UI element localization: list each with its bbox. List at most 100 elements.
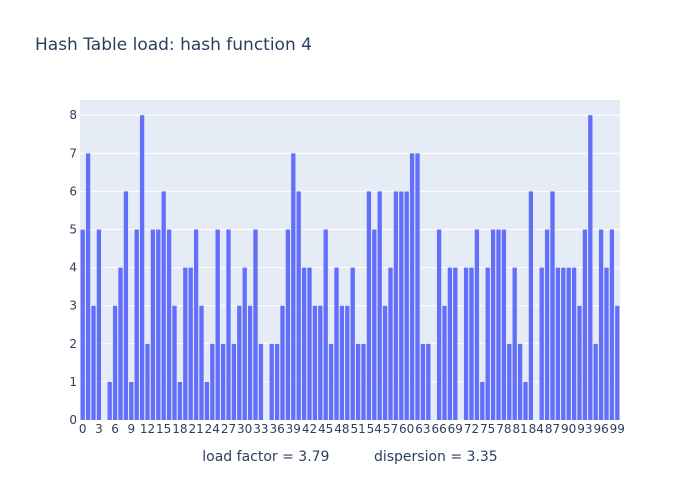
bar: [161, 191, 166, 420]
x-tick-label: 36: [269, 422, 284, 436]
bar: [139, 115, 145, 420]
bar: [404, 191, 409, 420]
bar: [129, 381, 134, 420]
bar: [463, 267, 469, 420]
bar: [382, 305, 388, 420]
x-tick-label: 27: [221, 422, 236, 436]
bar: [107, 381, 112, 420]
x-tick-label: 30: [237, 422, 252, 436]
bar: [350, 267, 355, 420]
bar: [210, 343, 215, 420]
bar: [312, 305, 318, 420]
bar: [296, 191, 301, 420]
bar: [96, 229, 102, 420]
x-tick-label: 90: [561, 422, 576, 436]
bar: [582, 229, 588, 420]
y-tick-label: 7: [69, 146, 77, 160]
chart-title: Hash Table load: hash function 4: [35, 35, 312, 55]
bar: [118, 267, 123, 420]
bar: [436, 229, 442, 420]
x-axis-label: load factor = 3.79 dispersion = 3.35: [202, 449, 497, 465]
bar: [566, 267, 571, 420]
bar: [301, 267, 307, 420]
bar: [453, 267, 458, 420]
bar: [539, 267, 544, 420]
x-tick-label: 24: [205, 422, 220, 436]
bar: [366, 191, 372, 420]
bar: [615, 305, 620, 420]
x-tick-label: 48: [334, 422, 349, 436]
x-tick-label: 63: [415, 422, 430, 436]
bar: [420, 343, 426, 420]
bar: [561, 267, 566, 420]
bar: [204, 381, 210, 420]
bar: [480, 381, 485, 420]
x-tick-label: 57: [383, 422, 398, 436]
bar: [112, 305, 118, 420]
bar: [237, 305, 242, 420]
x-tick-label: 54: [367, 422, 382, 436]
x-tick-label: 15: [156, 422, 171, 436]
bar: [588, 115, 593, 420]
bar: [598, 229, 604, 420]
bar: [183, 267, 188, 420]
bar: [150, 229, 156, 420]
bar: [85, 153, 91, 421]
bar: [193, 229, 199, 420]
bar: [399, 191, 404, 420]
plot-area: [80, 100, 620, 420]
y-tick-label: 6: [69, 184, 77, 198]
x-tick-label: 66: [431, 422, 446, 436]
x-tick-label: 0: [79, 422, 87, 436]
bar: [377, 191, 382, 420]
x-tick-label: 72: [464, 422, 479, 436]
bar: [318, 305, 323, 420]
x-tick-label: 78: [496, 422, 511, 436]
bar: [145, 343, 150, 420]
bar: [323, 229, 328, 420]
bar: [415, 153, 420, 421]
bar: [507, 343, 512, 420]
bar: [199, 305, 204, 420]
x-tick-label: 9: [127, 422, 135, 436]
x-tick-label: 18: [172, 422, 187, 436]
x-tick-label: 87: [545, 422, 560, 436]
y-tick-label: 5: [69, 223, 77, 237]
bar: [269, 343, 274, 420]
bar: [409, 153, 415, 421]
bar: [490, 229, 496, 420]
x-tick-label: 3: [95, 422, 103, 436]
bar: [80, 229, 85, 420]
bar: [372, 229, 377, 420]
bar: [345, 305, 350, 420]
bar: [285, 229, 291, 420]
bar: [123, 191, 129, 420]
bar: [280, 305, 285, 420]
bar: [156, 229, 161, 420]
y-tick-label: 0: [69, 413, 77, 427]
bar: [166, 229, 172, 420]
x-tick-label: 6: [111, 422, 119, 436]
bar: [291, 153, 296, 421]
bar: [253, 229, 258, 420]
bar: [604, 267, 609, 420]
bar: [339, 305, 345, 420]
bar: [426, 343, 431, 420]
bar: [474, 229, 480, 420]
y-tick-label: 4: [69, 261, 77, 275]
x-tick-label: 81: [512, 422, 527, 436]
x-tick-label: 45: [318, 422, 333, 436]
y-axis: 0 1 2 3 4 5 6 7 8: [69, 108, 77, 427]
bars: [80, 115, 620, 421]
bar: [172, 305, 177, 420]
bar: [242, 267, 247, 420]
x-tick-label: 39: [286, 422, 301, 436]
bar: [274, 343, 280, 420]
y-tick-label: 3: [69, 299, 77, 313]
x-tick-label: 84: [529, 422, 544, 436]
bar: [469, 267, 474, 420]
x-tick-label: 42: [302, 422, 317, 436]
bar: [447, 267, 453, 420]
x-tick-label: 69: [448, 422, 463, 436]
